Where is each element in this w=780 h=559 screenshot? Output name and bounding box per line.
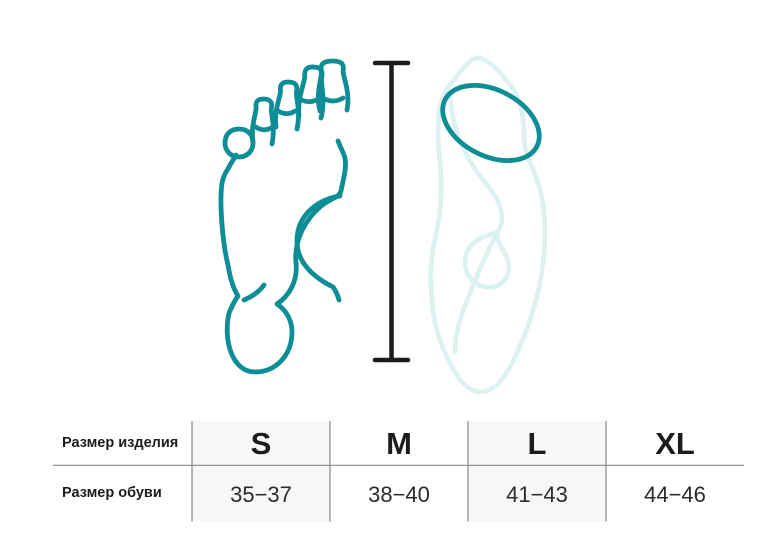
svg-text:Размер изделия: Размер изделия <box>62 435 178 451</box>
svg-text:35−37: 35−37 <box>230 482 292 507</box>
svg-text:M: M <box>386 426 412 461</box>
svg-text:S: S <box>251 426 272 461</box>
svg-text:XL: XL <box>655 426 695 461</box>
svg-text:38−40: 38−40 <box>368 482 430 507</box>
svg-text:44−46: 44−46 <box>644 482 706 507</box>
svg-text:Размер обуви: Размер обуви <box>62 485 162 501</box>
svg-text:41−43: 41−43 <box>506 482 568 507</box>
svg-text:L: L <box>528 426 547 461</box>
